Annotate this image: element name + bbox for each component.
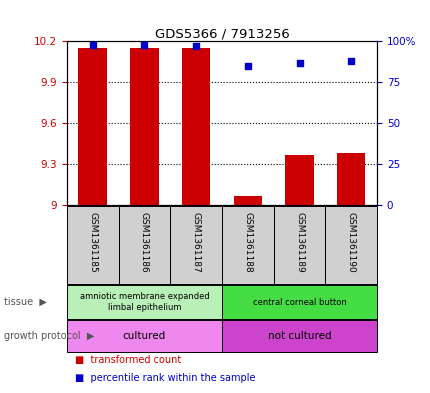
Bar xyxy=(325,206,376,284)
Text: GSM1361190: GSM1361190 xyxy=(346,212,355,272)
Text: amniotic membrane expanded
limbal epithelium: amniotic membrane expanded limbal epithe… xyxy=(79,292,209,312)
Bar xyxy=(233,196,261,205)
Text: ■  percentile rank within the sample: ■ percentile rank within the sample xyxy=(75,373,255,384)
Point xyxy=(347,58,354,64)
Bar xyxy=(170,206,221,284)
Bar xyxy=(67,320,221,352)
Text: GSM1361187: GSM1361187 xyxy=(191,212,200,272)
Point xyxy=(89,41,96,48)
Bar xyxy=(118,206,170,284)
Bar xyxy=(221,285,376,319)
Text: GSM1361185: GSM1361185 xyxy=(88,212,97,272)
Bar xyxy=(181,48,210,205)
Bar xyxy=(78,48,107,205)
Text: central corneal button: central corneal button xyxy=(252,298,346,307)
Bar xyxy=(336,152,365,205)
Bar xyxy=(130,48,158,205)
Point xyxy=(295,59,302,66)
Bar xyxy=(67,285,221,319)
Point xyxy=(244,63,251,69)
Title: GDS5366 / 7913256: GDS5366 / 7913256 xyxy=(154,27,289,40)
Text: tissue  ▶: tissue ▶ xyxy=(4,297,47,307)
Point xyxy=(192,43,199,50)
Bar xyxy=(67,206,118,284)
Text: GSM1361186: GSM1361186 xyxy=(140,212,148,272)
Point xyxy=(141,41,147,48)
Bar xyxy=(273,206,325,284)
Text: ■  transformed count: ■ transformed count xyxy=(75,354,181,365)
Bar xyxy=(221,206,273,284)
Bar xyxy=(285,155,313,205)
Text: not cultured: not cultured xyxy=(267,331,331,341)
Text: GSM1361189: GSM1361189 xyxy=(295,212,303,272)
Text: GSM1361188: GSM1361188 xyxy=(243,212,252,272)
Text: cultured: cultured xyxy=(123,331,166,341)
Bar xyxy=(221,320,376,352)
Text: growth protocol  ▶: growth protocol ▶ xyxy=(4,331,95,341)
